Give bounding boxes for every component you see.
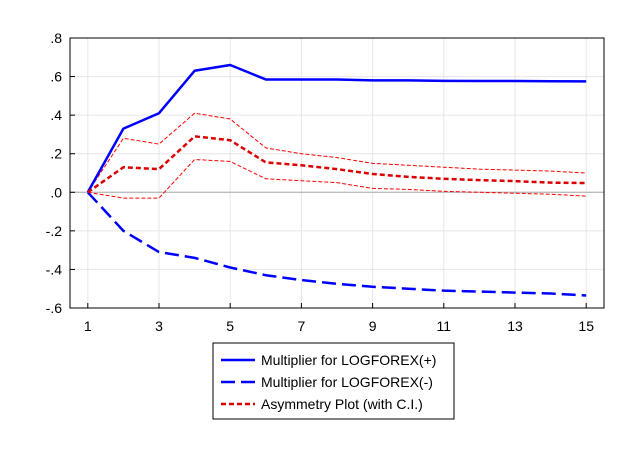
x-tick-label-3: 7 [298, 318, 306, 334]
asymmetry-line [87, 135, 587, 194]
legend-item-positive-label: Multiplier for LOGFOREX(+) [261, 352, 436, 368]
x-tick-label-2: 5 [226, 318, 234, 334]
positive-multiplier-line [86, 63, 587, 193]
x-tick-label-0: 1 [84, 318, 92, 334]
confidence-band [87, 112, 587, 199]
legend: Multiplier for LOGFOREX(+) Multiplier for… [212, 342, 455, 420]
negative-multiplier-line [86, 191, 587, 297]
x-tick-label-1: 3 [155, 318, 163, 334]
plot-frame [69, 37, 605, 309]
confidence-upper-line [87, 112, 587, 193]
y-tick-label-4: .2 [50, 146, 62, 162]
y-tick-label-6: .6 [50, 69, 62, 85]
x-tick-label-4: 9 [369, 318, 377, 334]
y-tick-label-7: .8 [50, 30, 62, 46]
x-axis-ticks: 1 3 5 7 9 11 13 15 [84, 303, 594, 334]
x-tick-label-7: 15 [578, 318, 594, 334]
y-tick-label-2: -.2 [46, 223, 63, 239]
x-tick-label-5: 11 [437, 318, 452, 334]
y-tick-label-1: -.4 [46, 261, 63, 277]
y-tick-label-3: .0 [50, 184, 62, 200]
confidence-lower-line [87, 158, 587, 199]
y-axis-ticks: -.6 -.4 -.2 .0 .2 .4 .6 .8 [46, 30, 75, 316]
y-tick-label-5: .4 [50, 107, 62, 123]
series-lines [86, 63, 587, 297]
legend-item-asymmetry-label: Asymmetry Plot (with C.I.) [261, 396, 423, 412]
y-tick-label-0: -.6 [46, 300, 63, 316]
legend-item-negative-label: Multiplier for LOGFOREX(-) [261, 374, 433, 390]
x-tick-label-6: 13 [507, 318, 523, 334]
